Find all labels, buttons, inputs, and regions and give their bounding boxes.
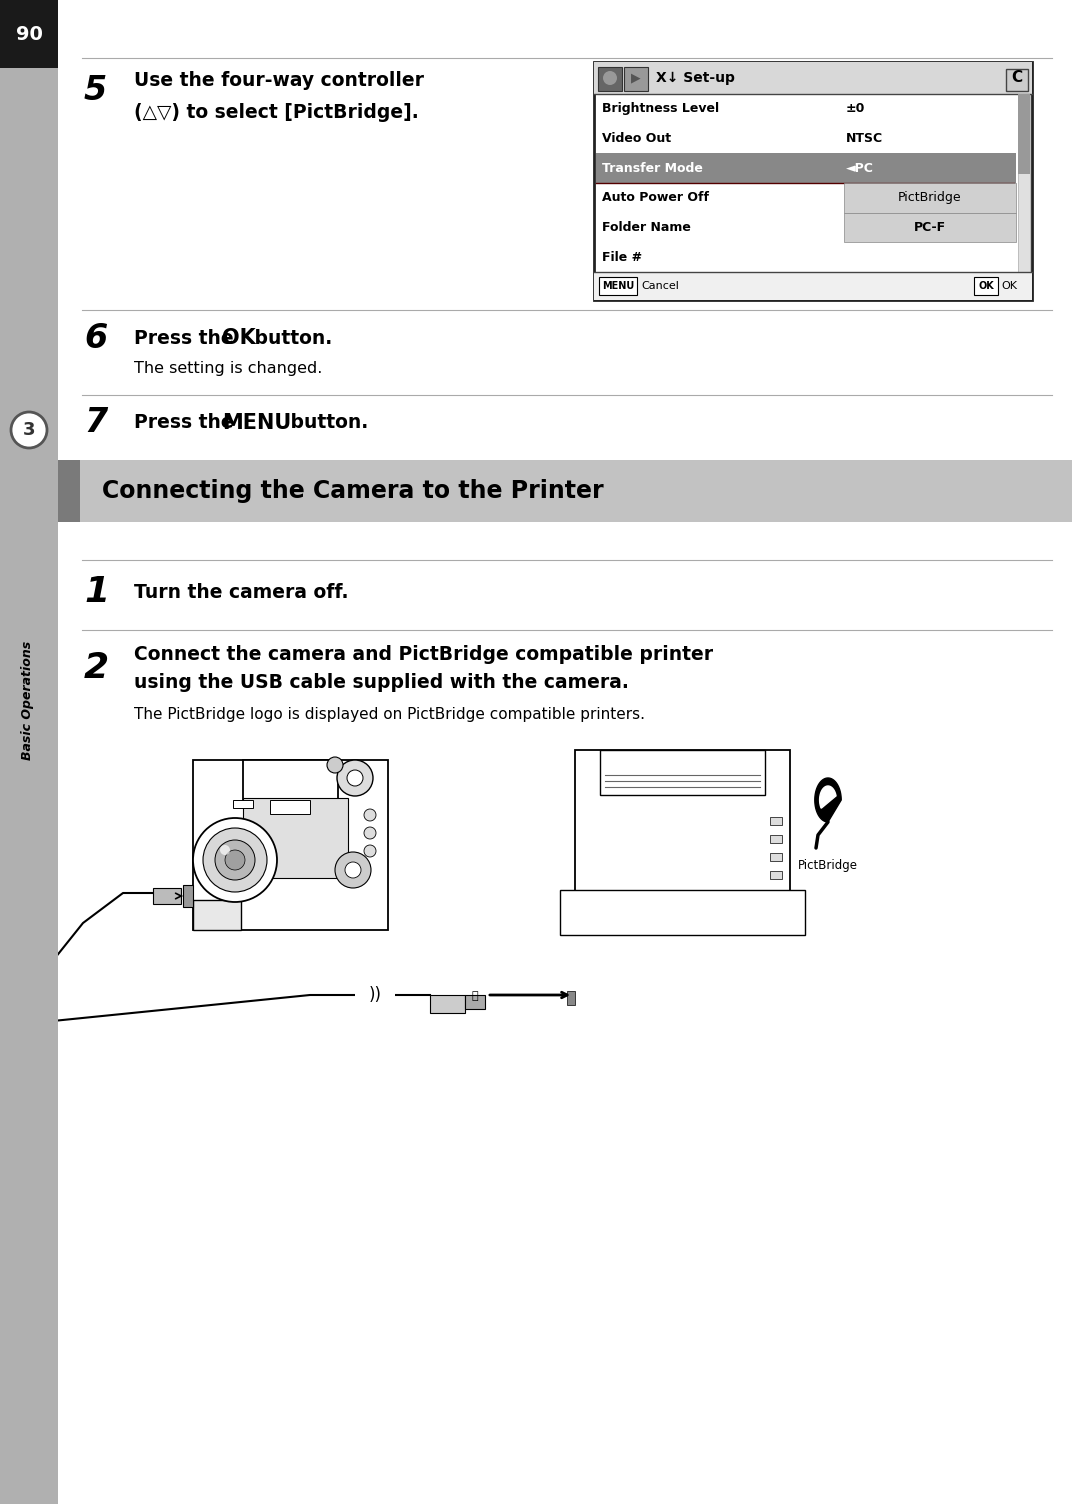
- Text: ⌖: ⌖: [472, 991, 478, 1002]
- Circle shape: [364, 827, 376, 839]
- Text: button.: button.: [284, 414, 368, 433]
- Text: OK: OK: [978, 281, 994, 290]
- Polygon shape: [814, 778, 841, 823]
- Bar: [843, 183, 1016, 212]
- Text: MENU: MENU: [222, 414, 292, 433]
- Text: 6: 6: [84, 322, 107, 355]
- Bar: [243, 760, 338, 800]
- Bar: [193, 760, 388, 929]
- Text: The setting is changed.: The setting is changed.: [134, 361, 322, 376]
- Text: Brightness Level: Brightness Level: [602, 102, 719, 116]
- Text: Press the: Press the: [134, 414, 240, 433]
- Text: Auto Power Off: Auto Power Off: [602, 191, 708, 205]
- Bar: [624, 68, 648, 92]
- Circle shape: [193, 818, 276, 902]
- Bar: [58, 460, 1072, 522]
- Text: Connect the camera and PictBridge compatible printer: Connect the camera and PictBridge compat…: [134, 645, 713, 663]
- Ellipse shape: [11, 412, 48, 448]
- Bar: [596, 153, 1016, 183]
- Text: Transfer Mode: Transfer Mode: [602, 161, 703, 174]
- Circle shape: [225, 850, 245, 869]
- Bar: [599, 277, 637, 295]
- Bar: [594, 62, 1032, 299]
- Text: The PictBridge logo is displayed on PictBridge compatible printers.: The PictBridge logo is displayed on Pict…: [134, 707, 645, 722]
- Text: Video Out: Video Out: [602, 132, 671, 144]
- Bar: [594, 272, 1032, 299]
- Text: ◄PC: ◄PC: [846, 161, 874, 174]
- Bar: [1018, 93, 1030, 174]
- Circle shape: [335, 851, 372, 887]
- Circle shape: [203, 829, 267, 892]
- Text: NTSC: NTSC: [846, 132, 883, 144]
- Text: Connecting the Camera to the Printer: Connecting the Camera to the Printer: [102, 478, 604, 502]
- Bar: [843, 212, 1016, 242]
- Text: (△▽) to select [PictBridge].: (△▽) to select [PictBridge].: [134, 102, 419, 122]
- Text: 2: 2: [84, 651, 109, 684]
- Text: Cancel: Cancel: [642, 281, 679, 290]
- Bar: [243, 799, 348, 878]
- Circle shape: [347, 770, 363, 787]
- Text: )): )): [368, 987, 381, 1005]
- Text: button.: button.: [248, 328, 333, 347]
- Text: X↓ Set-up: X↓ Set-up: [656, 71, 734, 86]
- Bar: [1018, 93, 1030, 272]
- Text: MENU: MENU: [602, 281, 634, 290]
- Circle shape: [345, 862, 361, 878]
- Bar: [1005, 69, 1028, 92]
- Text: ±0: ±0: [846, 102, 865, 116]
- Bar: [575, 750, 789, 935]
- Bar: [183, 884, 193, 907]
- Text: 5: 5: [84, 74, 107, 107]
- Bar: [567, 991, 575, 1005]
- Circle shape: [337, 760, 373, 796]
- Text: PictBridge: PictBridge: [798, 859, 858, 872]
- Bar: [974, 277, 998, 295]
- Circle shape: [364, 809, 376, 821]
- Polygon shape: [820, 787, 836, 808]
- Text: File #: File #: [602, 251, 643, 263]
- Text: Press the: Press the: [134, 328, 240, 347]
- Bar: [58, 460, 80, 522]
- Bar: [770, 817, 782, 826]
- Text: PictBridge: PictBridge: [899, 191, 962, 205]
- Text: 1: 1: [84, 575, 109, 609]
- Bar: [430, 996, 465, 1014]
- Text: PC-F: PC-F: [914, 221, 946, 235]
- Text: OK: OK: [222, 328, 256, 347]
- Text: ▶: ▶: [631, 72, 640, 84]
- Circle shape: [215, 841, 255, 880]
- Text: 3: 3: [23, 421, 36, 439]
- Text: OK: OK: [1001, 281, 1017, 290]
- Text: 90: 90: [15, 24, 42, 44]
- Text: Basic Operations: Basic Operations: [21, 641, 33, 760]
- Bar: [598, 68, 622, 92]
- Circle shape: [327, 757, 343, 773]
- Bar: [270, 800, 310, 814]
- Circle shape: [603, 71, 617, 86]
- Bar: [0, 0, 58, 68]
- Circle shape: [220, 845, 230, 854]
- Bar: [193, 899, 241, 929]
- Text: Turn the camera off.: Turn the camera off.: [134, 582, 349, 602]
- Bar: [770, 835, 782, 844]
- Circle shape: [364, 845, 376, 857]
- Bar: [561, 890, 805, 935]
- Bar: [770, 853, 782, 860]
- Bar: [355, 984, 395, 1008]
- Text: C: C: [1012, 71, 1023, 86]
- Text: Use the four-way controller: Use the four-way controller: [134, 71, 424, 90]
- Text: Folder Name: Folder Name: [602, 221, 691, 235]
- Bar: [594, 62, 1032, 93]
- Text: 7: 7: [84, 406, 107, 439]
- Bar: [153, 887, 181, 904]
- Bar: [600, 750, 765, 796]
- Bar: [770, 871, 782, 878]
- Bar: [465, 996, 485, 1009]
- Text: using the USB cable supplied with the camera.: using the USB cable supplied with the ca…: [134, 672, 629, 692]
- Bar: [233, 800, 253, 808]
- Bar: [0, 68, 58, 1504]
